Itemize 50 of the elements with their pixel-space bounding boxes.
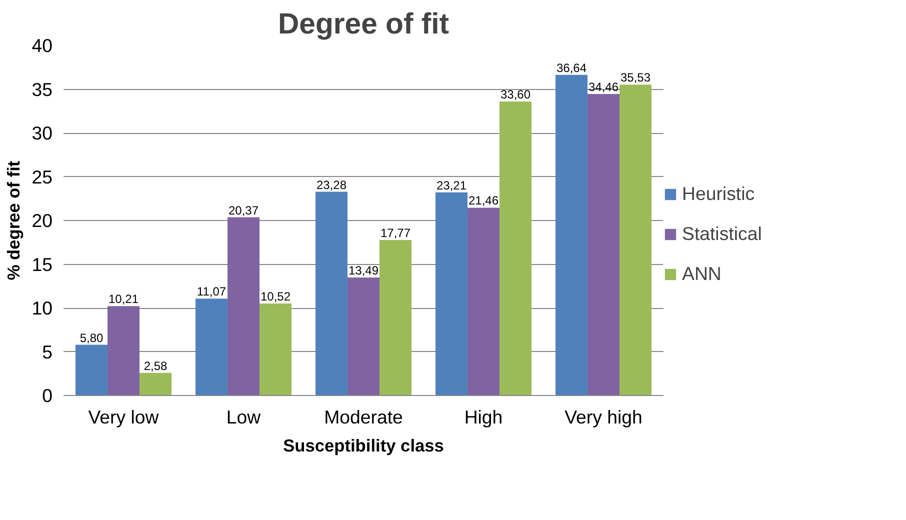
bar — [380, 240, 412, 396]
data-label: 11,07 — [196, 284, 226, 299]
bar — [556, 74, 588, 396]
bar — [500, 102, 532, 396]
data-label: 36,64 — [556, 60, 587, 75]
data-label: 21,46 — [468, 194, 499, 208]
y-tick-label: 20 — [32, 210, 53, 231]
y-tick-label: 25 — [32, 166, 53, 188]
x-axis-title: Susceptibility class — [283, 436, 444, 456]
y-tick-label: 10 — [32, 298, 53, 318]
data-label: 10,52 — [260, 289, 291, 304]
y-tick-label: 30 — [32, 122, 53, 144]
y-axis-title: % degree of fit — [4, 160, 24, 280]
bar — [436, 192, 468, 396]
data-label: 35,53 — [620, 70, 651, 85]
x-tick-label: Very low — [88, 406, 160, 428]
data-label: 20,37 — [228, 203, 259, 218]
y-tick-label: 40 — [32, 35, 53, 56]
bar — [316, 192, 348, 396]
bar — [196, 298, 228, 396]
bar — [588, 94, 620, 396]
y-tick-label: 15 — [32, 254, 53, 275]
data-label: 23,28 — [316, 178, 347, 192]
data-label: 33,60 — [500, 88, 531, 102]
bar — [140, 372, 172, 396]
y-tick-label: 35 — [32, 78, 53, 100]
y-tick-label: 5 — [42, 341, 53, 362]
bar — [108, 306, 140, 396]
legend-label: Statistical — [682, 223, 762, 245]
legend-label: ANN — [682, 263, 722, 285]
bar — [620, 84, 652, 396]
legend-label: Heuristic — [682, 183, 755, 205]
bar — [260, 303, 292, 396]
bar — [76, 344, 108, 396]
x-tick-label: Low — [226, 406, 262, 428]
bar — [348, 277, 380, 396]
data-label: 10,21 — [108, 292, 139, 306]
chart-title: Degree of fit — [278, 8, 450, 40]
data-label: 5,80 — [80, 330, 104, 345]
x-tick-label: Moderate — [324, 406, 403, 428]
data-label: 2,58 — [144, 358, 168, 373]
data-label: 13,49 — [348, 263, 379, 278]
y-tick-label: 0 — [42, 385, 53, 406]
data-label: 34,46 — [588, 80, 619, 94]
x-tick-label: Very high — [564, 406, 642, 428]
data-label: 23,21 — [436, 178, 467, 192]
x-tick-label: High — [464, 406, 503, 428]
bar — [228, 217, 260, 396]
data-label: 17,77 — [380, 226, 411, 240]
bar — [468, 208, 500, 396]
